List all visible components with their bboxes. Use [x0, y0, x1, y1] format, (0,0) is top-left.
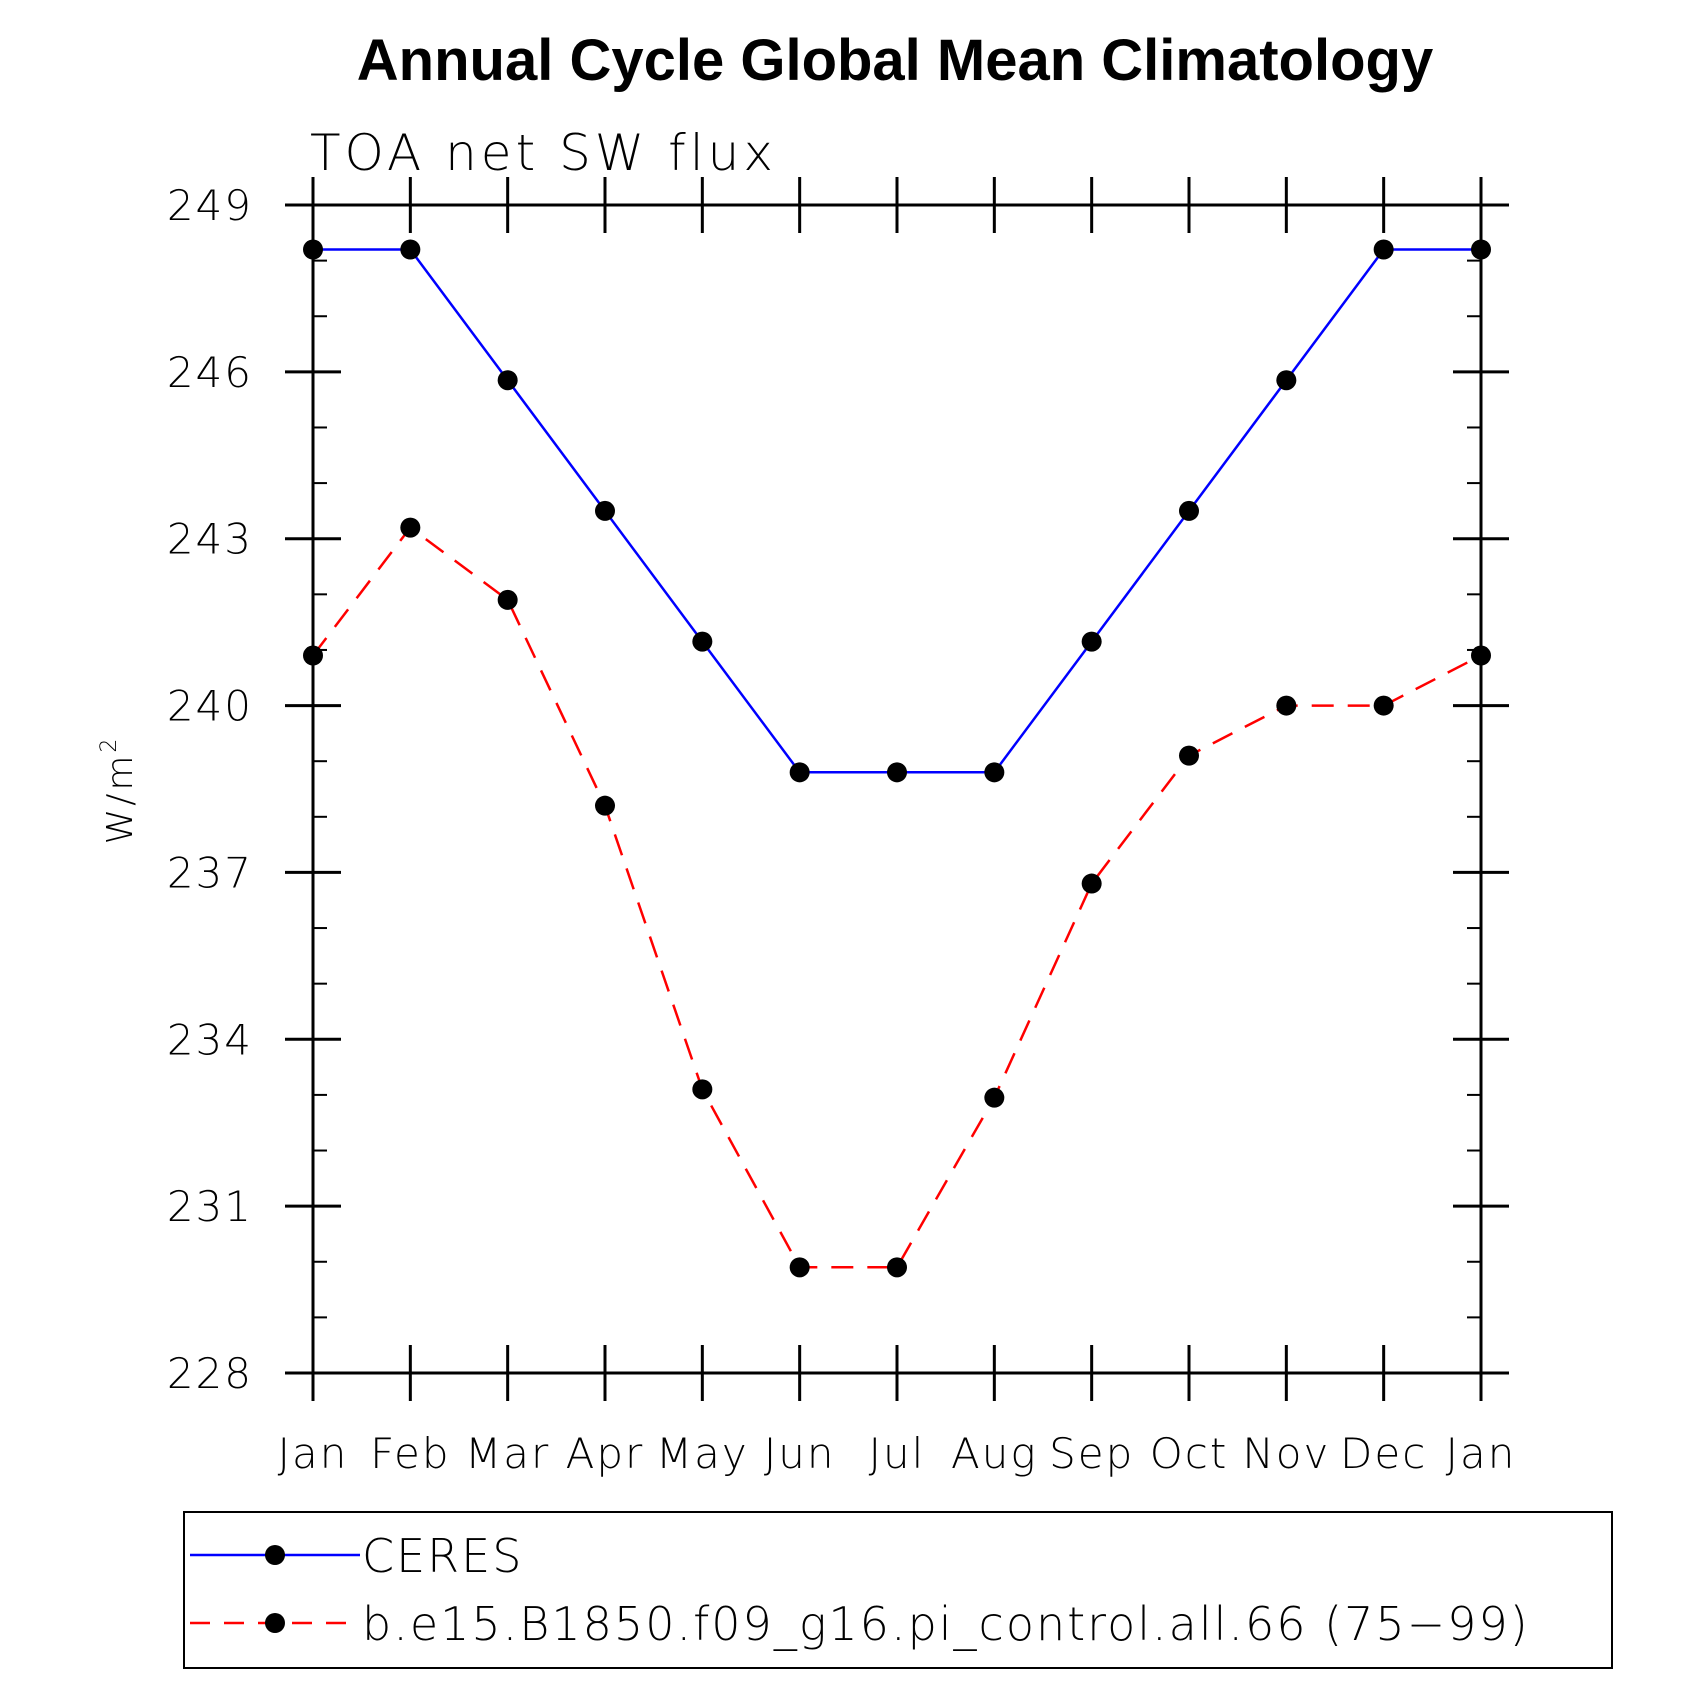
- y-tick-label: 228: [167, 1349, 253, 1398]
- y-axis-label-text: W/m: [100, 753, 141, 845]
- legend-marker-ceres: [265, 1545, 285, 1565]
- x-tick-label: Feb: [370, 1429, 450, 1478]
- chart-title: Annual Cycle Global Mean Climatology: [357, 28, 1433, 93]
- data-point-ceres: [1276, 370, 1297, 391]
- data-point-model: [789, 1257, 810, 1278]
- x-tick-label: Jan: [1446, 1429, 1517, 1478]
- y-tick-label: 237: [167, 848, 253, 897]
- legend-box: [183, 1511, 1613, 1669]
- data-point-model: [400, 517, 421, 538]
- y-tick-label: 243: [167, 515, 253, 564]
- x-tick-label: Dec: [1340, 1429, 1427, 1478]
- legend-label-ceres: CERES: [362, 1529, 523, 1583]
- legend-label-model: b.e15.B1850.f09_g16.pi_control.all.66 (7…: [362, 1597, 1530, 1651]
- legend-marker-model: [265, 1613, 285, 1633]
- data-point-model: [1179, 745, 1199, 766]
- data-point-model: [1373, 695, 1394, 716]
- legend: CERES b.e15.B1850.f09_g16.pi_control.all…: [183, 1511, 1613, 1669]
- x-tick-label: Jun: [764, 1429, 836, 1478]
- data-point-ceres: [1179, 500, 1199, 521]
- data-point-model: [303, 645, 323, 666]
- x-tick-label: Oct: [1150, 1429, 1229, 1478]
- x-tick-label: Nov: [1242, 1429, 1330, 1478]
- data-point-ceres: [400, 239, 421, 260]
- x-tick-label: Apr: [566, 1429, 645, 1478]
- minor-ticks: [313, 259, 1481, 1319]
- data-point-model: [692, 1079, 713, 1100]
- y-axis-label-superscript: 2: [97, 736, 122, 753]
- data-point-ceres: [1081, 631, 1102, 652]
- x-ticks: [311, 177, 1483, 1401]
- series-line-ceres: [313, 248, 1481, 774]
- data-point-model: [1081, 873, 1102, 894]
- data-point-model: [497, 589, 518, 610]
- plot-frame: [311, 203, 1483, 1375]
- y-axis-label: W/m2: [97, 736, 141, 845]
- data-point-ceres: [303, 239, 323, 260]
- plot-area: [285, 177, 1509, 1401]
- data-point-ceres: [497, 370, 518, 391]
- y-tick-label: 240: [167, 682, 253, 731]
- marker-layer: [303, 239, 1491, 1278]
- y-major-ticks: [285, 203, 1509, 1375]
- x-tick-label: Jul: [869, 1429, 926, 1478]
- y-tick-label: 231: [167, 1182, 253, 1231]
- data-point-ceres: [887, 762, 907, 783]
- x-tick-label: Aug: [951, 1429, 1038, 1478]
- x-tick-labels: Jan Feb Mar Apr May Jun Jul Aug Sep Oct Nov Dec Jan: [278, 1429, 1517, 1478]
- x-tick-label: Mar: [465, 1429, 550, 1478]
- x-tick-label: Jan: [278, 1429, 349, 1478]
- data-point-ceres: [984, 762, 1005, 783]
- data-point-ceres: [692, 631, 713, 652]
- data-point-ceres: [1471, 239, 1491, 260]
- x-tick-label: Sep: [1049, 1429, 1134, 1478]
- data-point-model: [1276, 695, 1297, 716]
- data-point-model: [1471, 645, 1491, 666]
- data-point-ceres: [595, 500, 615, 521]
- series-line-model: [312, 525, 1482, 1269]
- chart-subtitle: TOA net SW flux: [310, 124, 777, 182]
- y-tick-labels: 228 231 234 237 240 243 246 249: [167, 181, 253, 1398]
- y-tick-label: 234: [167, 1015, 253, 1064]
- data-point-ceres: [789, 762, 810, 783]
- data-point-model: [887, 1257, 907, 1278]
- x-tick-label: May: [656, 1429, 749, 1478]
- data-point-model: [595, 795, 615, 816]
- series-layer: [312, 248, 1482, 1269]
- data-point-ceres: [1373, 239, 1394, 260]
- y-tick-label: 246: [167, 348, 253, 397]
- data-point-model: [984, 1087, 1005, 1108]
- y-tick-label: 249: [167, 181, 253, 230]
